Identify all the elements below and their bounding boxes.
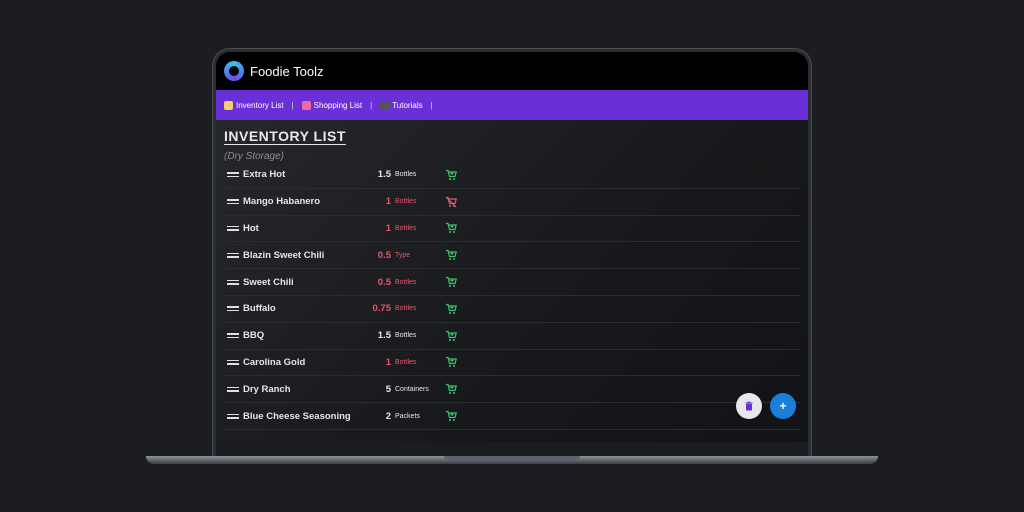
nav-shopping-list[interactable]: Shopping List xyxy=(301,100,363,110)
page-title: INVENTORY LIST xyxy=(224,128,346,144)
drag-handle-icon[interactable] xyxy=(227,279,239,285)
item-quantity: 2 xyxy=(385,410,391,422)
item-unit: Packets xyxy=(395,412,420,420)
list-item[interactable]: Blue Cheese Seasoning 2 Packets xyxy=(224,403,800,430)
item-quantity: 0.5 xyxy=(377,276,391,288)
drag-handle-icon[interactable] xyxy=(227,199,239,205)
item-unit: Bottles xyxy=(395,332,417,340)
cart-add-icon[interactable] xyxy=(445,249,457,261)
item-name: Sweet Chili xyxy=(243,276,294,288)
item-name: Mango Habanero xyxy=(243,196,321,208)
add-item-button[interactable]: + xyxy=(770,393,796,419)
graduation-cap-icon xyxy=(380,100,390,110)
nav-separator: | xyxy=(430,100,433,110)
app-title[interactable]: Foodie Toolz xyxy=(250,63,324,79)
navbar: Inventory List | Shopping List | Tutoria… xyxy=(216,90,808,120)
drag-handle-icon[interactable] xyxy=(227,359,239,365)
shopping-bags-icon xyxy=(301,100,311,110)
drag-handle-icon[interactable] xyxy=(227,225,239,231)
item-unit: Bottles xyxy=(395,198,417,206)
list-item[interactable]: Sweet Chili 0.5 Bottles xyxy=(224,269,800,296)
drag-handle-icon[interactable] xyxy=(227,386,239,392)
list-item[interactable]: Dry Ranch 5 Containers xyxy=(224,376,800,404)
list-item[interactable]: Carolina Gold 1 Bottles xyxy=(224,350,800,377)
main-content: INVENTORY LIST (Dry Storage) Extra Hot 1.… xyxy=(216,120,808,456)
item-unit: Bottles xyxy=(395,358,417,366)
drag-handle-icon[interactable] xyxy=(227,172,239,178)
item-unit: Bottles xyxy=(395,305,417,313)
app-logo-icon[interactable] xyxy=(224,61,244,81)
drag-handle-icon[interactable] xyxy=(227,306,239,312)
cart-add-icon[interactable] xyxy=(445,276,457,288)
item-name: Extra Hot xyxy=(243,169,286,181)
item-quantity: 1.5 xyxy=(377,169,391,181)
list-item[interactable]: Buffalo 0.75 Bottles xyxy=(224,296,800,323)
cart-add-icon[interactable] xyxy=(445,330,457,342)
trash-icon xyxy=(745,401,753,411)
item-name: Carolina Gold xyxy=(243,356,306,368)
nav-tutorials-label: Tutorials xyxy=(392,100,423,110)
nav-inventory-list-label: Inventory List xyxy=(236,100,284,110)
drag-handle-icon[interactable] xyxy=(227,333,239,339)
drag-handle-icon[interactable] xyxy=(227,413,239,419)
drag-handle-icon[interactable] xyxy=(227,252,239,258)
app-header: Foodie Toolz xyxy=(216,52,808,90)
item-unit: Type xyxy=(395,251,411,259)
delete-button[interactable] xyxy=(736,393,762,419)
bottom-strip xyxy=(216,442,808,456)
section-label: (Dry Storage) xyxy=(224,151,285,162)
item-unit: Bottles xyxy=(395,171,417,179)
item-name: Blazin Sweet Chili xyxy=(243,249,325,261)
item-quantity: 1.5 xyxy=(377,330,391,342)
item-unit: Bottles xyxy=(395,224,417,232)
nav-tutorials[interactable]: Tutorials xyxy=(380,100,423,110)
nav-separator: | xyxy=(291,100,294,110)
item-unit: Containers xyxy=(395,385,429,393)
item-name: BBQ xyxy=(243,330,265,342)
app-screen: Foodie Toolz Inventory List | Shopping L… xyxy=(216,52,808,456)
item-quantity: 0.5 xyxy=(377,249,391,261)
item-name: Buffalo xyxy=(243,303,276,315)
list-item[interactable]: Hot 1 Bottles xyxy=(224,216,800,243)
cart-add-icon[interactable] xyxy=(445,222,457,234)
item-name: Blue Cheese Seasoning xyxy=(243,410,351,422)
cart-add-icon[interactable] xyxy=(445,303,457,315)
nav-separator: | xyxy=(370,100,373,110)
inventory-list: Extra Hot 1.5 Bottles Mango Habanero 1 Bottle… xyxy=(224,162,800,430)
nav-shopping-list-label: Shopping List xyxy=(313,100,363,110)
memo-icon xyxy=(224,100,233,110)
item-quantity: 0.75 xyxy=(372,303,392,315)
cart-add-icon[interactable] xyxy=(445,356,457,368)
cart-add-icon[interactable] xyxy=(445,169,457,181)
list-item[interactable]: Extra Hot 1.5 Bottles xyxy=(224,162,800,189)
item-quantity: 1 xyxy=(385,196,391,208)
list-item[interactable]: Mango Habanero 1 Bottles xyxy=(224,189,800,216)
laptop-notch xyxy=(444,456,580,461)
item-unit: Bottles xyxy=(395,278,417,286)
item-quantity: 1 xyxy=(385,356,391,368)
cart-remove-icon[interactable] xyxy=(445,196,457,208)
cart-add-icon[interactable] xyxy=(445,383,457,395)
cart-add-icon[interactable] xyxy=(445,410,457,422)
item-name: Hot xyxy=(243,222,259,234)
list-item[interactable]: BBQ 1.5 Bottles xyxy=(224,323,800,350)
item-name: Dry Ranch xyxy=(243,383,291,395)
list-item[interactable]: Blazin Sweet Chili 0.5 Type xyxy=(224,242,800,270)
item-quantity: 1 xyxy=(385,222,391,234)
plus-icon: + xyxy=(779,399,787,413)
item-quantity: 5 xyxy=(385,383,391,395)
nav-inventory-list[interactable]: Inventory List xyxy=(224,100,284,110)
